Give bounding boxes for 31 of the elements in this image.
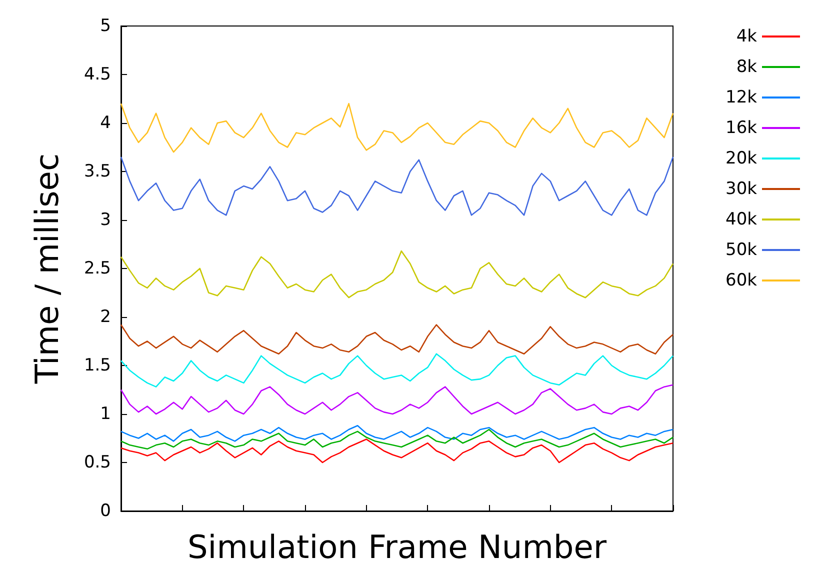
legend-label: 40k [726, 210, 758, 230]
y-axis-title: Time / millisec [28, 153, 66, 385]
line-series [120, 324, 674, 355]
line-series [120, 438, 674, 464]
legend-label: 4k [736, 26, 758, 46]
line-series [120, 250, 674, 298]
line-series [120, 156, 674, 216]
y-tick-label: 4 [100, 113, 111, 133]
y-tick-label: 3.5 [84, 162, 111, 182]
y-tick-label: 1.5 [84, 356, 111, 376]
y-tick-label: 1 [100, 404, 111, 424]
legend-label: 20k [726, 148, 758, 168]
legend-label: 30k [726, 179, 758, 199]
legend-label: 60k [726, 270, 758, 290]
legend-label: 12k [726, 88, 758, 108]
line-series [120, 102, 674, 153]
line-series [120, 424, 674, 442]
legend-label: 50k [726, 240, 758, 260]
y-tick-label: 2 [100, 307, 111, 327]
y-tick-label: 5 [100, 16, 111, 36]
line-series [120, 353, 674, 388]
x-axis-title: Simulation Frame Number [187, 528, 608, 566]
line-series [120, 428, 674, 450]
legend-label: 8k [736, 57, 758, 77]
y-tick-label: 4.5 [84, 64, 111, 84]
y-tick-label: 0.5 [84, 452, 111, 472]
legend-label: 16k [726, 118, 758, 138]
y-tick-label: 0 [100, 501, 111, 521]
y-tick-label: 2.5 [84, 258, 111, 278]
line-series [120, 384, 674, 415]
y-tick-label: 3 [100, 210, 111, 230]
